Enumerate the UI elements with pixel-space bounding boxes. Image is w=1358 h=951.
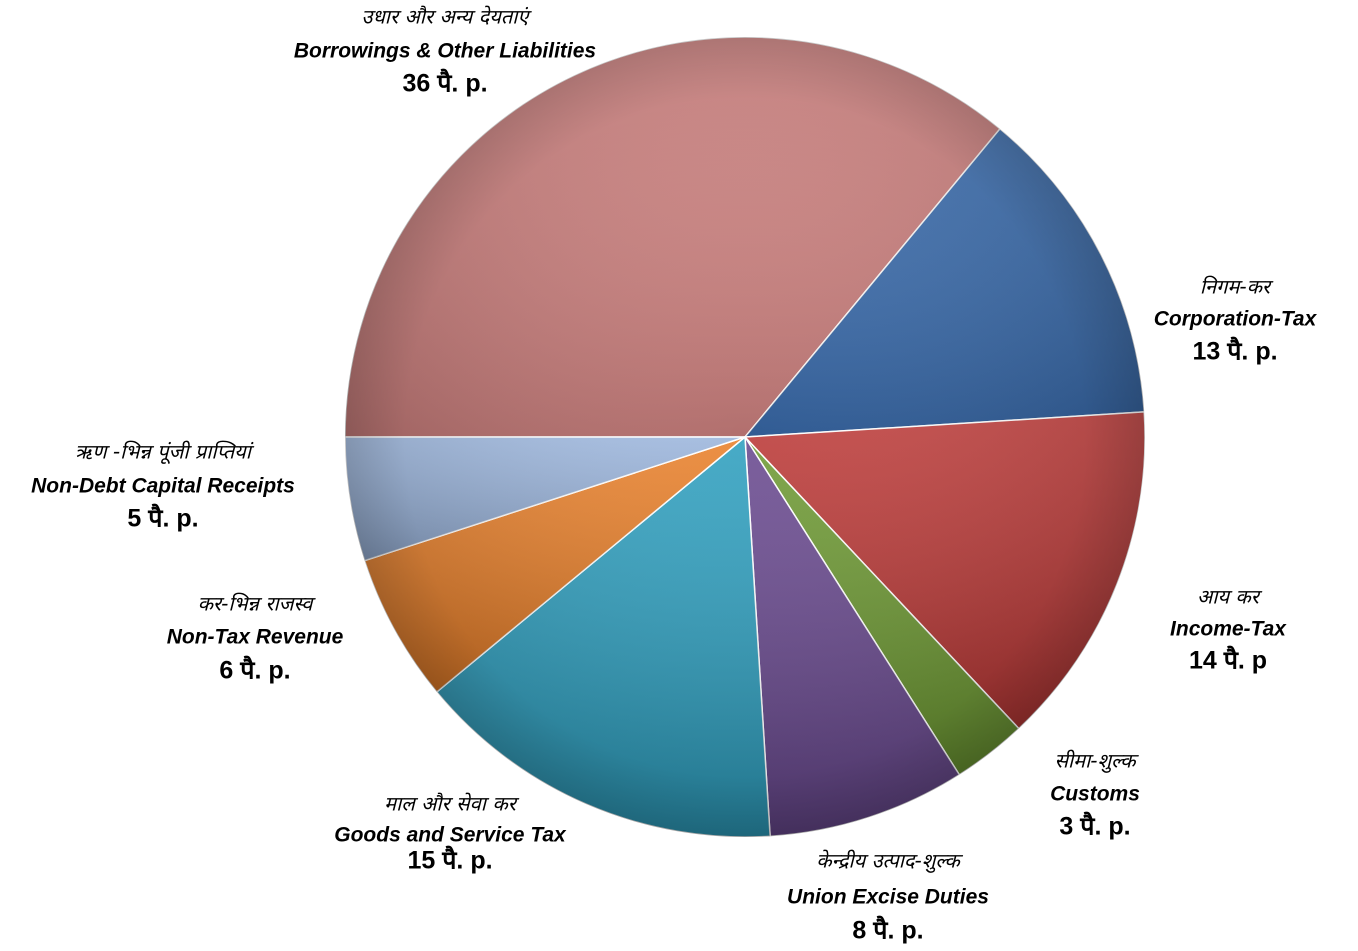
value-label: 5 पै. p. xyxy=(127,504,198,533)
label-hindi: कर-भिन्न राजस्व xyxy=(198,592,317,616)
value-label: 8 पै. p. xyxy=(852,916,923,945)
value-label: 3 पै. p. xyxy=(1059,812,1130,841)
label-english: Non-Tax Revenue xyxy=(167,626,344,649)
pie-shine xyxy=(345,37,1145,837)
label-english: Union Excise Duties xyxy=(787,886,989,909)
label-hindi: उधार और अन्य देयताएं xyxy=(362,5,533,29)
label-english: Goods and Service Tax xyxy=(334,824,567,847)
label-english: Customs xyxy=(1050,783,1140,806)
value-label: 13 पै. p. xyxy=(1192,337,1277,366)
label-hindi: सीमा-शुल्क xyxy=(1054,749,1139,774)
value-label: 15 पै. p. xyxy=(407,846,492,875)
value-label: 36 पै. p. xyxy=(402,69,487,98)
pie xyxy=(344,36,1146,838)
label-english: Income-Tax xyxy=(1170,618,1287,641)
value-label: 14 पै. p xyxy=(1189,646,1267,675)
labels: उधार और अन्य देयताएं Borrowings & Other L… xyxy=(31,5,1317,945)
label-hindi: केन्द्रीय उत्पाद-शुल्क xyxy=(816,849,963,874)
label-english: Corporation-Tax xyxy=(1154,308,1318,331)
label-hindi: ऋण -भिन्न पूंजी प्राप्तियां xyxy=(75,440,255,465)
label-hindi: माल और सेवा कर xyxy=(384,792,520,816)
label-english: Borrowings & Other Liabilities xyxy=(294,40,596,63)
label-english: Non-Debt Capital Receipts xyxy=(31,475,295,498)
value-label: 6 पै. p. xyxy=(219,656,290,685)
label-hindi: निगम-कर xyxy=(1200,275,1274,299)
label-hindi: आय कर xyxy=(1197,585,1263,609)
